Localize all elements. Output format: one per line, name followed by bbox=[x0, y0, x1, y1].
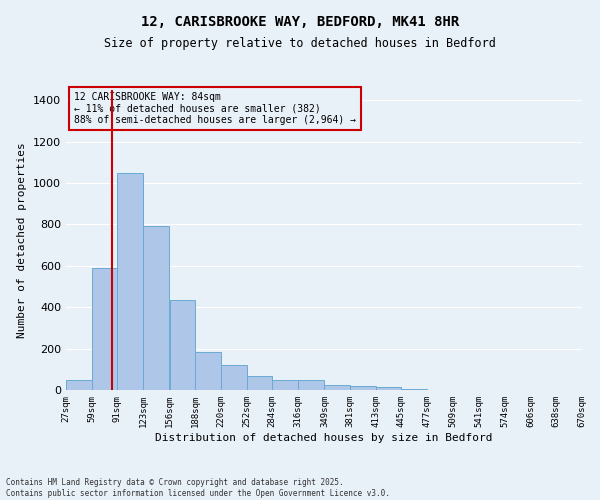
Bar bbox=[195, 352, 221, 390]
Bar bbox=[92, 268, 118, 390]
Text: Contains HM Land Registry data © Crown copyright and database right 2025.
Contai: Contains HM Land Registry data © Crown c… bbox=[6, 478, 390, 498]
Bar bbox=[350, 386, 376, 390]
Bar bbox=[272, 380, 298, 390]
Bar bbox=[298, 380, 323, 390]
Text: 12 CARISBROOKE WAY: 84sqm
← 11% of detached houses are smaller (382)
88% of semi: 12 CARISBROOKE WAY: 84sqm ← 11% of detac… bbox=[74, 92, 356, 124]
Bar bbox=[66, 380, 92, 390]
Text: 12, CARISBROOKE WAY, BEDFORD, MK41 8HR: 12, CARISBROOKE WAY, BEDFORD, MK41 8HR bbox=[141, 15, 459, 29]
Bar bbox=[170, 300, 195, 390]
Y-axis label: Number of detached properties: Number of detached properties bbox=[17, 142, 28, 338]
Bar bbox=[376, 387, 401, 390]
Bar bbox=[247, 376, 272, 390]
Bar bbox=[325, 385, 350, 390]
Bar bbox=[401, 389, 427, 390]
Bar bbox=[118, 173, 143, 390]
Text: Size of property relative to detached houses in Bedford: Size of property relative to detached ho… bbox=[104, 38, 496, 51]
Bar bbox=[143, 226, 169, 390]
Bar bbox=[221, 365, 247, 390]
X-axis label: Distribution of detached houses by size in Bedford: Distribution of detached houses by size … bbox=[155, 432, 493, 442]
